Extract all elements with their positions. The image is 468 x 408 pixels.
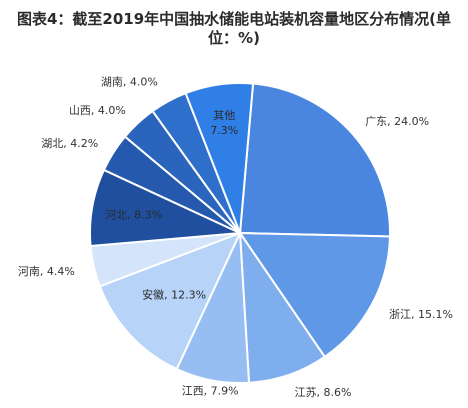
pie-label-8: 湖北, 4.2% xyxy=(41,137,98,150)
pie-labels: 广东, 24.0% 浙江, 15.1% 江苏, 8.6% 江西, 7.9% 安徽, 12… xyxy=(18,75,453,399)
pie-label-5: 安徽, 12.3% xyxy=(142,287,206,301)
pie-label-1: 广东, 24.0% xyxy=(365,115,429,128)
pie-label-2: 浙江, 15.1% xyxy=(389,308,453,321)
pie-slices xyxy=(89,82,391,385)
pie-label-11: 其他 7.3% xyxy=(210,109,238,137)
pie-label-4: 江西, 7.9% xyxy=(182,385,239,398)
pie-label-3: 江苏, 8.6% xyxy=(295,386,352,399)
pie-label-10: 湖南, 4.0% xyxy=(101,75,158,88)
chart-title-text: 截至2019年中国抽水储能电站装机容量地区分布情况(单位：%) xyxy=(72,10,452,47)
pie-slice-1 xyxy=(238,82,391,238)
pie-slice-11 xyxy=(184,82,255,234)
pie-slice-2 xyxy=(238,231,391,359)
pie-slice-5 xyxy=(98,231,242,371)
chart-title-prefix: 图表4： xyxy=(16,10,73,28)
chart-title: 图表4：截至2019年中国抽水储能电站装机容量地区分布情况(单位：%) xyxy=(6,10,462,48)
pie-label-7: 河北, 8.3% xyxy=(105,208,162,221)
pie-label-9: 山西, 4.0% xyxy=(69,104,126,117)
pie-label-6: 河南, 4.4% xyxy=(18,265,75,278)
